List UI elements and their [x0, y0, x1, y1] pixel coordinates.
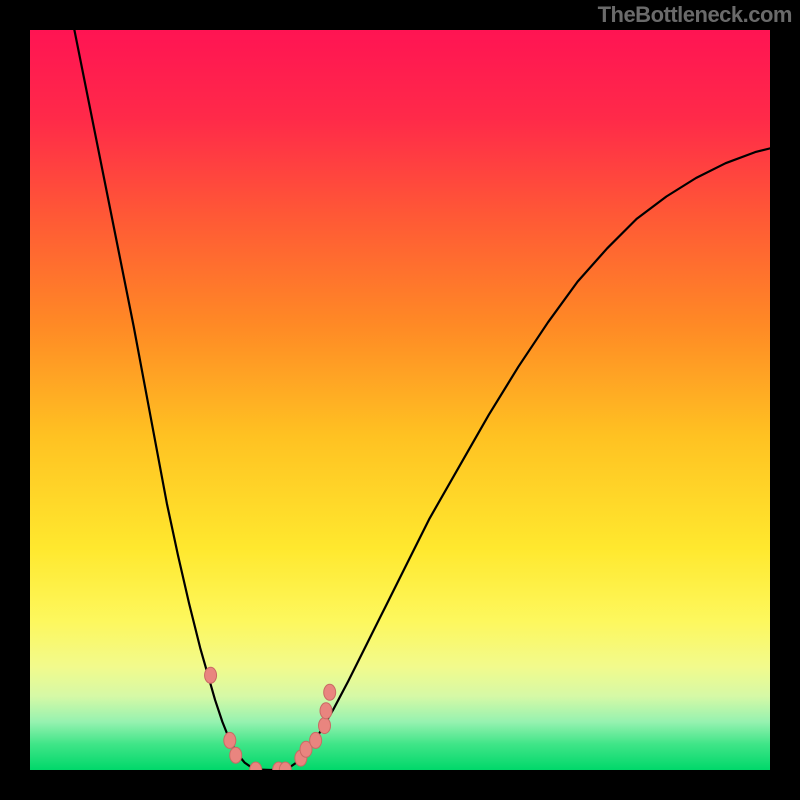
chart-outer-frame: TheBottleneck.com [0, 0, 800, 800]
watermark-text: TheBottleneck.com [598, 2, 792, 28]
data-marker [224, 732, 236, 748]
data-marker [324, 684, 336, 700]
data-marker [320, 703, 332, 719]
data-marker [205, 667, 217, 683]
plot-area [30, 30, 770, 770]
gradient-background [30, 30, 770, 770]
data-marker [319, 718, 331, 734]
data-marker [230, 747, 242, 763]
chart-svg [30, 30, 770, 770]
data-marker [310, 732, 322, 748]
